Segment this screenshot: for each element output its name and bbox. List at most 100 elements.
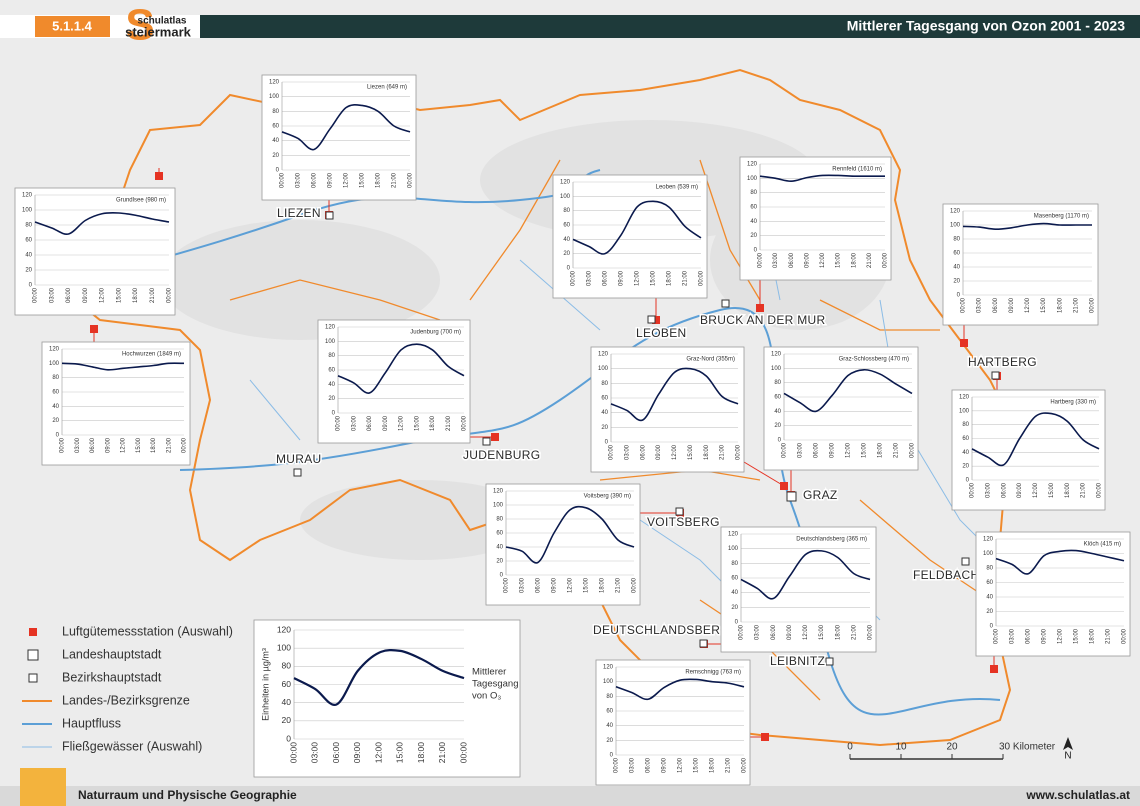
north-arrow [1063,737,1073,750]
y-tick-label: 20 [601,425,608,431]
station-marker [960,339,968,347]
x-tick-label: 21:00 [446,415,452,431]
map-code: 5.1.1.4 [52,18,93,33]
y-tick-label: 0 [56,433,60,439]
chart-frame [942,203,1099,326]
x-tick-label: 21:00 [683,270,689,286]
y-tick-label: 20 [606,738,613,744]
y-tick-label: 0 [567,266,571,272]
y-tick-label: 20 [25,268,32,274]
x-tick-label: 03:00 [587,270,593,286]
station-marker [155,172,163,180]
x-tick-label: 06:00 [1001,482,1007,498]
x-tick-label: 21:00 [894,442,900,458]
y-tick-label: 120 [598,352,609,358]
y-tick-label: 40 [52,404,59,410]
y-tick-label: 0 [957,293,961,299]
y-tick-label: 100 [747,176,758,182]
chart-title: Judenburg (700 m) [410,330,461,336]
chart-frame [951,389,1106,511]
y-tick-label: 0 [990,624,994,630]
x-tick-label: 12:00 [820,252,826,268]
chart-title: Remschnigg (763 m) [685,670,741,676]
station-marker [761,733,769,741]
y-tick-label: 60 [272,124,279,130]
district-capital-marker [721,299,730,308]
y-tick-label: 40 [774,409,781,415]
x-tick-label: 00:00 [458,742,468,764]
footer-left: Naturraum und Physische Geographie [78,788,297,802]
y-tick-label: 100 [603,679,614,685]
x-tick-label: 15:00 [688,444,694,460]
chart-frame [41,341,191,466]
district-capital-marker [675,507,684,516]
y-tick-label: 60 [328,368,335,374]
station-marker [990,665,998,673]
x-tick-label: 03:00 [75,437,81,453]
x-tick-label: 06:00 [331,742,341,764]
ozone-line [610,367,739,422]
y-tick-label: 0 [29,283,33,289]
legend-label: Bezirkshauptstadt [62,670,162,684]
logo-mark: S [125,1,154,50]
ozone-line [783,368,913,413]
chart-title: Graz-Nord (355m) [686,357,735,363]
x-tick-label: 09:00 [328,172,334,188]
x-tick-label: 12:00 [635,270,641,286]
x-tick-label: 21:00 [392,172,398,188]
chart-annotation: Mittlerer [472,667,506,678]
x-tick-label: 21:00 [1073,297,1079,313]
x-tick-label: 00:00 [1097,482,1103,498]
chart-title: Voitsberg (390 m) [584,494,631,500]
x-tick-label: 03:00 [520,577,526,593]
district-capital-marker [699,639,708,648]
x-tick-label: 03:00 [624,444,630,460]
y-tick-label: 20 [52,418,59,424]
x-tick-label: 15:00 [1074,628,1080,644]
x-tick-label: 15:00 [116,287,122,303]
chart-title: Hartberg (330 m) [1050,400,1096,406]
y-tick-label: 60 [606,709,613,715]
place-label: LIEZEN [277,206,321,220]
x-tick-label: 18:00 [710,757,716,773]
y-tick-label: 40 [496,545,503,551]
x-tick-label: 18:00 [878,442,884,458]
y-tick-label: 120 [983,537,994,543]
y-tick-label: 40 [282,697,292,707]
chart-title: Klöch (415 m) [1084,542,1121,548]
y-tick-label: 40 [731,590,738,596]
x-tick-label: 00:00 [742,757,748,773]
y-tick-label: 100 [493,503,504,509]
x-tick-label: 12:00 [568,577,574,593]
chart-title: Grundlsee (980 m) [116,198,166,204]
chart-frame [552,174,708,299]
district-capital-marker [293,468,302,477]
ozone-line [61,362,185,371]
y-tick-label: 100 [959,408,970,414]
x-tick-label: 12:00 [344,172,350,188]
north-label: N [1064,751,1071,762]
place-label: DEUTSCHLANDSBERG [593,623,730,637]
footer-right: www.schulatlas.at [1025,788,1130,802]
y-tick-label: 20 [953,279,960,285]
x-tick-label: 00:00 [609,444,615,460]
y-tick-label: 0 [966,478,970,484]
x-tick-label: 03:00 [755,624,761,640]
y-tick-label: 120 [22,193,33,199]
x-tick-label: 21:00 [851,624,857,640]
x-tick-label: 15:00 [862,442,868,458]
x-tick-label: 06:00 [771,624,777,640]
y-tick-label: 60 [986,580,993,586]
chart-frame [253,619,521,778]
y-tick-label: 120 [269,80,280,86]
x-tick-label: 15:00 [395,742,405,764]
place-label: LEIBNITZ [770,654,825,668]
station-marker [652,316,660,324]
y-tick-label: 80 [601,381,608,387]
x-tick-label: 18:00 [376,172,382,188]
y-tick-label: 80 [774,380,781,386]
x-tick-label: 00:00 [408,172,414,188]
x-tick-label: 00:00 [961,297,967,313]
x-tick-label: 09:00 [1009,297,1015,313]
x-tick-label: 12:00 [1025,297,1031,313]
